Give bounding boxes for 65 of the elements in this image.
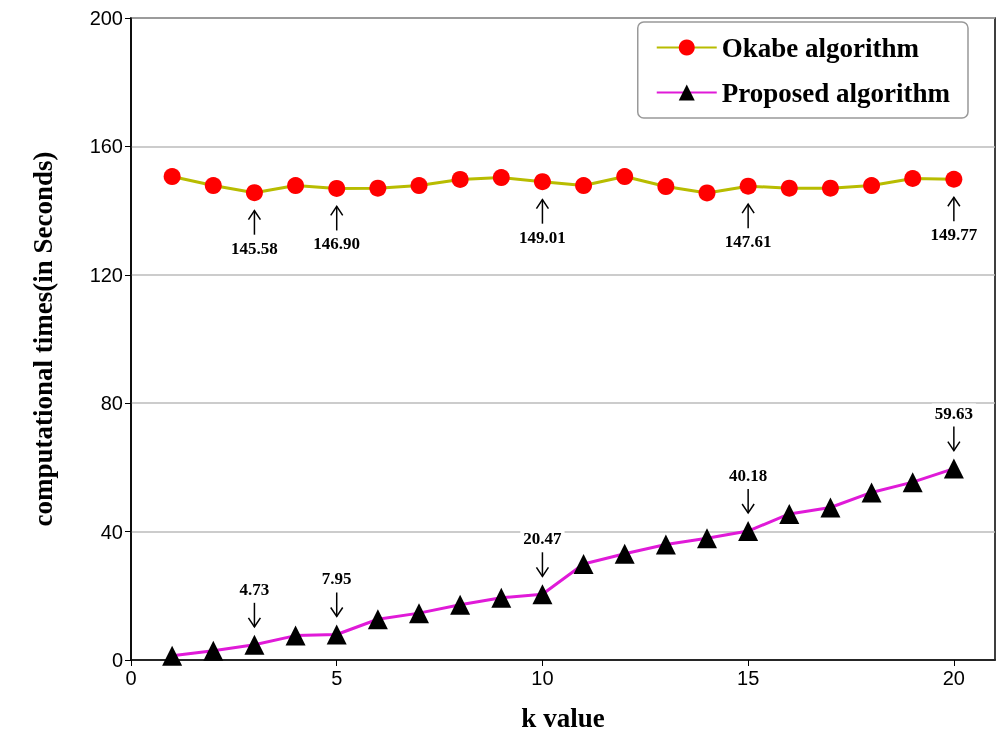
point <box>697 528 717 549</box>
point <box>491 587 512 608</box>
y-tick-label: 40 <box>100 520 123 543</box>
point <box>451 170 469 188</box>
point <box>326 624 347 645</box>
y-axis-title: computational times(in Seconds) <box>27 151 58 527</box>
point <box>780 179 798 197</box>
y-tick-label: 160 <box>89 135 123 158</box>
annotation: 59.63 <box>934 403 973 423</box>
point <box>616 168 634 186</box>
point <box>532 584 553 605</box>
annotation: 149.77 <box>930 225 978 245</box>
point <box>492 169 510 187</box>
point <box>904 170 922 187</box>
point <box>820 497 841 518</box>
annotation: 20.47 <box>523 529 563 549</box>
point <box>204 177 222 195</box>
point <box>614 543 635 564</box>
point <box>657 178 675 196</box>
point <box>861 482 882 503</box>
point <box>245 184 263 202</box>
annotation: 146.90 <box>313 234 361 254</box>
y-tick-label: 120 <box>89 263 123 286</box>
point <box>162 645 183 666</box>
point <box>902 472 923 493</box>
point <box>450 594 471 615</box>
point <box>203 640 224 661</box>
point <box>698 184 716 202</box>
legend-label: Okabe algorithm <box>721 32 920 63</box>
x-tick-label: 20 <box>942 667 965 689</box>
point <box>287 177 305 195</box>
point <box>285 625 306 646</box>
point <box>655 534 676 555</box>
point <box>369 179 387 197</box>
point <box>244 634 265 655</box>
x-tick-label: 15 <box>737 667 760 689</box>
point <box>409 603 429 624</box>
x-tick-label: 0 <box>125 667 137 689</box>
annotation: 40.18 <box>729 466 768 486</box>
point <box>738 521 759 542</box>
y-tick-label: 80 <box>100 392 123 415</box>
point <box>821 179 839 197</box>
y-tick-label: 200 <box>89 7 123 29</box>
point <box>328 179 346 197</box>
point <box>739 177 757 195</box>
legend-label: Proposed algorithm <box>721 77 951 108</box>
x-tick-label: 10 <box>531 667 554 689</box>
annotation: 4.73 <box>239 579 270 599</box>
point <box>575 177 593 195</box>
y-tick-label: 0 <box>111 649 123 671</box>
point <box>945 170 963 188</box>
point <box>573 554 594 575</box>
x-axis-title: k value <box>521 702 605 733</box>
x-tick-label: 5 <box>331 667 343 689</box>
point <box>863 177 881 195</box>
annotation: 145.58 <box>231 238 278 258</box>
point <box>367 609 388 630</box>
point <box>779 503 800 524</box>
point <box>533 173 551 191</box>
annotation: 7.95 <box>321 569 352 589</box>
annotation: 147.61 <box>724 232 772 252</box>
point <box>943 458 964 479</box>
point <box>163 168 181 186</box>
annotation: 149.01 <box>519 227 566 247</box>
point <box>410 177 428 195</box>
